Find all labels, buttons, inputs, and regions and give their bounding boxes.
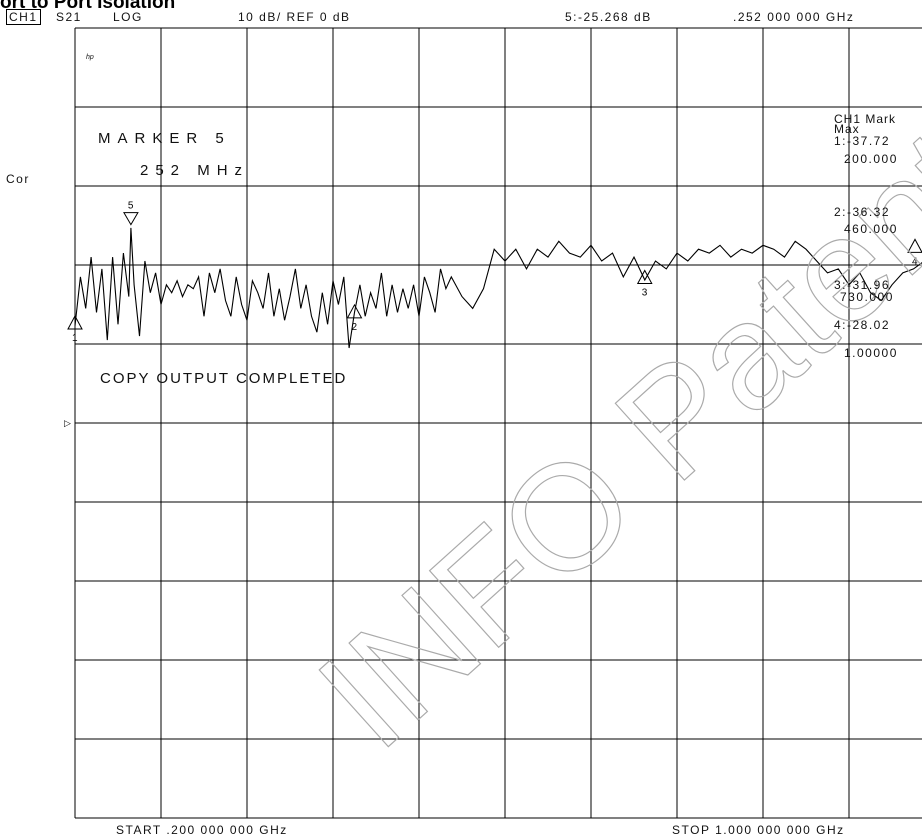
marker-label: 5 bbox=[128, 201, 134, 212]
start-frequency: START .200 000 000 GHz bbox=[116, 823, 288, 837]
marker-4-frequency: 1.00000 bbox=[844, 346, 898, 360]
format-label: LOG bbox=[113, 10, 143, 24]
marker-triangle-icon bbox=[67, 314, 83, 330]
stop-frequency: STOP 1.000 000 000 GHz bbox=[672, 823, 845, 837]
scale-label: 10 dB/ REF 0 dB bbox=[238, 10, 351, 24]
channel-indicator: CH1 bbox=[6, 9, 41, 25]
correction-indicator: Cor bbox=[6, 172, 30, 186]
marker-triangle-icon bbox=[346, 303, 363, 319]
channel-label: CH1 bbox=[6, 9, 41, 25]
marker-3-frequency: 730.000 bbox=[840, 290, 894, 304]
marker-label: 3 bbox=[642, 287, 648, 298]
marker-title: MARKER 5 bbox=[98, 130, 231, 147]
page-title: ort to Port Isolation bbox=[0, 0, 176, 13]
marker-3-value: 3:-31.96 bbox=[834, 278, 891, 292]
reference-position-icon: ▷ bbox=[64, 418, 71, 428]
marker-triangle-icon bbox=[907, 238, 922, 253]
marker-panel-title: CH1 Mark bbox=[834, 112, 897, 126]
marker-2-value: 2:-36.32 bbox=[834, 205, 891, 219]
marker-3: 3 bbox=[636, 269, 653, 298]
marker-label: 1 bbox=[72, 333, 78, 344]
small-label: hp bbox=[86, 54, 94, 61]
copy-status: COPY OUTPUT COMPLETED bbox=[100, 370, 348, 387]
marker-label: 4 bbox=[912, 256, 918, 267]
marker-4-value: 4:-28.02 bbox=[834, 318, 891, 332]
s21-trace bbox=[74, 227, 922, 349]
marker-2-frequency: 460.000 bbox=[844, 222, 898, 236]
marker-triangle-icon bbox=[123, 212, 139, 226]
marker-5: 5 bbox=[123, 201, 139, 226]
active-marker-frequency: .252 000 000 GHz bbox=[733, 10, 855, 24]
marker-1-frequency: 200.000 bbox=[844, 152, 898, 166]
marker-4: 4 bbox=[907, 238, 922, 267]
marker-1: 1 bbox=[67, 314, 83, 344]
marker-triangle-icon bbox=[636, 269, 653, 284]
marker-1-value: 1:-37.72 bbox=[834, 134, 891, 148]
marker-frequency: 252 MHz bbox=[140, 162, 250, 179]
marker-2: 2 bbox=[346, 303, 363, 333]
marker-panel-subtitle: Max bbox=[834, 122, 860, 136]
watermark: INFO Patent App bbox=[287, 0, 922, 780]
parameter-label: S21 bbox=[56, 10, 82, 24]
marker-label: 2 bbox=[352, 322, 358, 333]
graticule bbox=[74, 27, 922, 819]
markers: 1 2 3 4 5 bbox=[67, 201, 922, 344]
active-marker-readout: 5:-25.268 dB bbox=[565, 10, 652, 24]
